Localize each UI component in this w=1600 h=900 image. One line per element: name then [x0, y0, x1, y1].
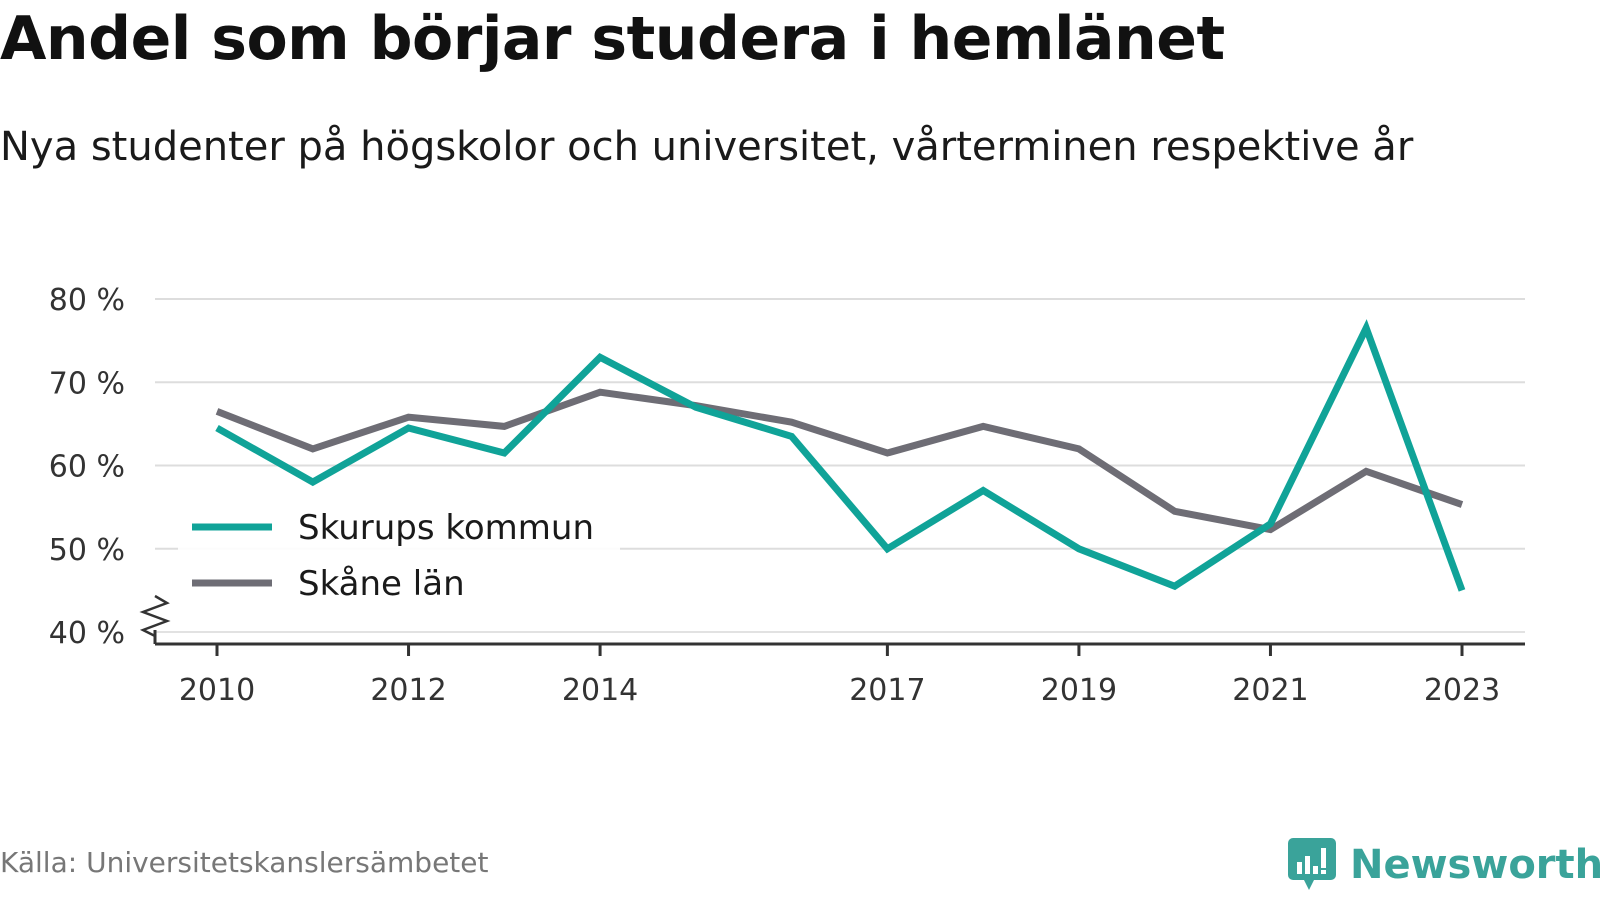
y-tick-label: 80 %	[49, 283, 125, 318]
chart-title: Andel som börjar studera i hemlänet	[0, 4, 1225, 74]
brand-name: Newsworthy	[1350, 842, 1600, 888]
x-tick-label: 2021	[1232, 673, 1308, 708]
axis-break-icon	[139, 594, 171, 638]
x-tick-label: 2019	[1041, 673, 1117, 708]
legend-label: Skåne län	[298, 564, 465, 604]
y-tick-label: 40 %	[49, 616, 125, 651]
x-tick-label: 2023	[1424, 673, 1500, 708]
x-tick-label: 2014	[562, 673, 638, 708]
series-line-skurup	[215, 319, 1466, 592]
y-tick-label: 60 %	[49, 450, 125, 485]
source-note: Källa: Universitetskanslersämbetet	[0, 846, 489, 879]
newsworthy-logo-icon	[1288, 838, 1336, 890]
x-tick-label: 2010	[179, 673, 255, 708]
chart-subtitle: Nya studenter på högskolor och universit…	[0, 124, 1414, 170]
y-tick-label: 50 %	[49, 533, 125, 568]
y-tick-label: 70 %	[49, 366, 125, 401]
axes: 80 % 70 % 60 % 50 % 40 % 2010 2012 2014 2017 2019…	[49, 283, 1525, 708]
series-line-skane	[215, 388, 1464, 534]
legend-background	[178, 500, 620, 620]
legend-label: Skurups kommun	[298, 508, 594, 548]
brand-logo: Newsworthy	[1288, 838, 1600, 892]
series-lines	[215, 319, 1466, 592]
x-tick-label: 2012	[370, 673, 446, 708]
legend: Skurups kommun Skåne län	[178, 500, 620, 620]
x-tick-label: 2017	[849, 673, 925, 708]
